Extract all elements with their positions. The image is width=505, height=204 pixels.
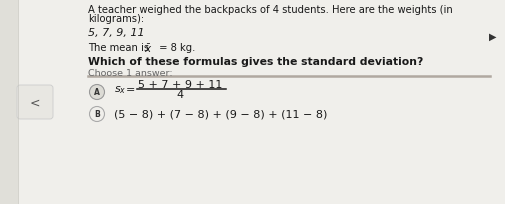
Bar xyxy=(0,0,18,204)
Text: Which of these formulas gives the standard deviation?: Which of these formulas gives the standa… xyxy=(88,57,423,67)
Text: = 8 kg.: = 8 kg. xyxy=(156,43,195,53)
Text: A: A xyxy=(94,88,100,97)
Text: kilograms):: kilograms): xyxy=(88,14,144,24)
Text: Choose 1 answer:: Choose 1 answer: xyxy=(88,69,172,78)
Text: $s_x$: $s_x$ xyxy=(114,84,126,95)
FancyBboxPatch shape xyxy=(17,86,53,119)
Text: (5 − 8) + (7 − 8) + (9 − 8) + (11 − 8): (5 − 8) + (7 − 8) + (9 − 8) + (11 − 8) xyxy=(114,110,327,119)
Text: The mean is: The mean is xyxy=(88,43,152,53)
Text: ▶: ▶ xyxy=(488,32,496,42)
Text: B: B xyxy=(94,110,99,119)
Text: 4: 4 xyxy=(176,90,183,100)
Text: =: = xyxy=(126,85,135,94)
Text: 5 + 7 + 9 + 11: 5 + 7 + 9 + 11 xyxy=(138,80,222,90)
Circle shape xyxy=(89,85,105,100)
Text: $\bar{x}$: $\bar{x}$ xyxy=(144,43,152,55)
Text: 5, 7, 9, 11: 5, 7, 9, 11 xyxy=(88,28,144,38)
Text: A teacher weighed the backpacks of 4 students. Here are the weights (in: A teacher weighed the backpacks of 4 stu… xyxy=(88,5,452,15)
Text: <: < xyxy=(30,96,40,109)
Circle shape xyxy=(89,107,105,122)
